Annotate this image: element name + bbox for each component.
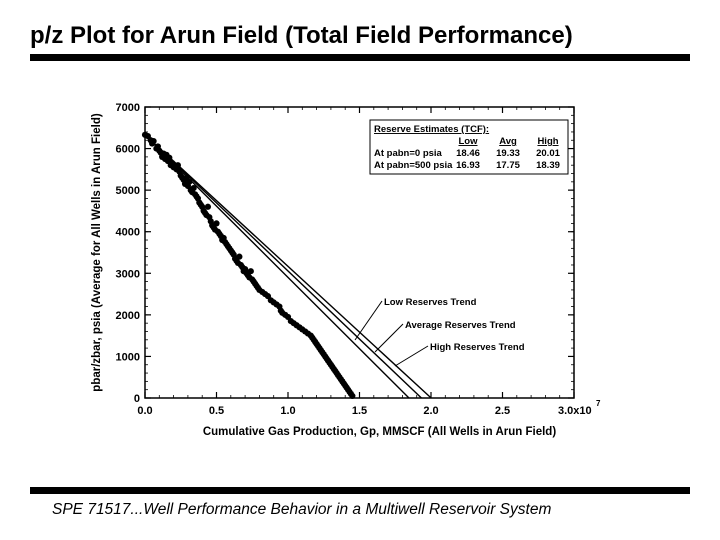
data-point xyxy=(186,178,193,185)
y-tick-label: 4000 xyxy=(116,227,140,239)
reserve-table-header: High xyxy=(537,136,558,147)
y-tick-label: 5000 xyxy=(116,185,140,197)
annotation-leader xyxy=(374,323,404,353)
x-tick-label: 3.0x10 xyxy=(558,405,592,417)
annotation-leader xyxy=(354,300,383,341)
annotation-label: High Reserves Trend xyxy=(430,342,525,353)
x-tick-label: 1.5 xyxy=(352,405,367,417)
reserve-table-header: Avg xyxy=(499,136,517,147)
y-axis-label: pbar/zbar, psia (Average for All Wells i… xyxy=(91,113,103,392)
y-tick-label: 7000 xyxy=(116,102,140,114)
y-tick-label: 1000 xyxy=(116,351,140,363)
y-tick-label: 2000 xyxy=(116,310,140,322)
reserve-table-header: Low xyxy=(459,136,479,147)
x-tick-label: 0.5 xyxy=(209,405,224,417)
reserve-table-title: Reserve Estimates (TCF): xyxy=(374,124,489,135)
trend-line xyxy=(144,134,410,399)
x-axis-label: Cumulative Gas Production, Gp, MMSCF (Al… xyxy=(203,426,556,438)
data-point xyxy=(236,253,243,260)
slide-footer: SPE 71517...Well Performance Behavior in… xyxy=(52,501,552,518)
y-tick-label: 3000 xyxy=(116,268,140,280)
reserve-table-value: 18.46 xyxy=(456,148,480,159)
trend-line xyxy=(144,134,422,399)
trend-line xyxy=(144,134,432,399)
data-point xyxy=(204,203,212,210)
data-point xyxy=(166,154,173,161)
y-tick-label: 0 xyxy=(134,393,140,405)
x-exponent: 7 xyxy=(596,399,601,408)
x-tick-label: 2.0 xyxy=(423,405,438,417)
annotation-label: Low Reserves Trend xyxy=(384,297,477,308)
data-point xyxy=(213,220,220,227)
x-tick-label: 1.0 xyxy=(280,405,295,417)
slide-title: p/z Plot for Arun Field (Total Field Per… xyxy=(30,22,573,49)
reserve-table-row-label: At pabn=0 psia xyxy=(374,148,443,159)
x-tick-label: 2.5 xyxy=(495,405,510,417)
data-point xyxy=(174,162,181,169)
footer-rule xyxy=(30,487,690,494)
annotation-label: Average Reserves Trend xyxy=(405,320,516,331)
reserve-table-value: 18.39 xyxy=(536,160,560,171)
data-point xyxy=(190,184,197,192)
y-tick-label: 6000 xyxy=(116,144,140,156)
x-tick-label: 0.0 xyxy=(137,405,152,417)
reserve-table-value: 19.33 xyxy=(496,148,520,159)
reserve-table-value: 20.01 xyxy=(536,148,560,159)
data-point xyxy=(349,392,356,400)
reserve-table-box xyxy=(369,119,569,175)
reserve-table-value: 16.93 xyxy=(456,160,480,171)
data-point xyxy=(247,268,254,275)
data-point xyxy=(150,137,157,145)
annotation-leader xyxy=(394,345,429,367)
reserve-table-row-label: At pabn=500 psia xyxy=(374,160,453,171)
title-rule xyxy=(30,54,690,61)
reserve-table-value: 17.75 xyxy=(496,160,520,171)
